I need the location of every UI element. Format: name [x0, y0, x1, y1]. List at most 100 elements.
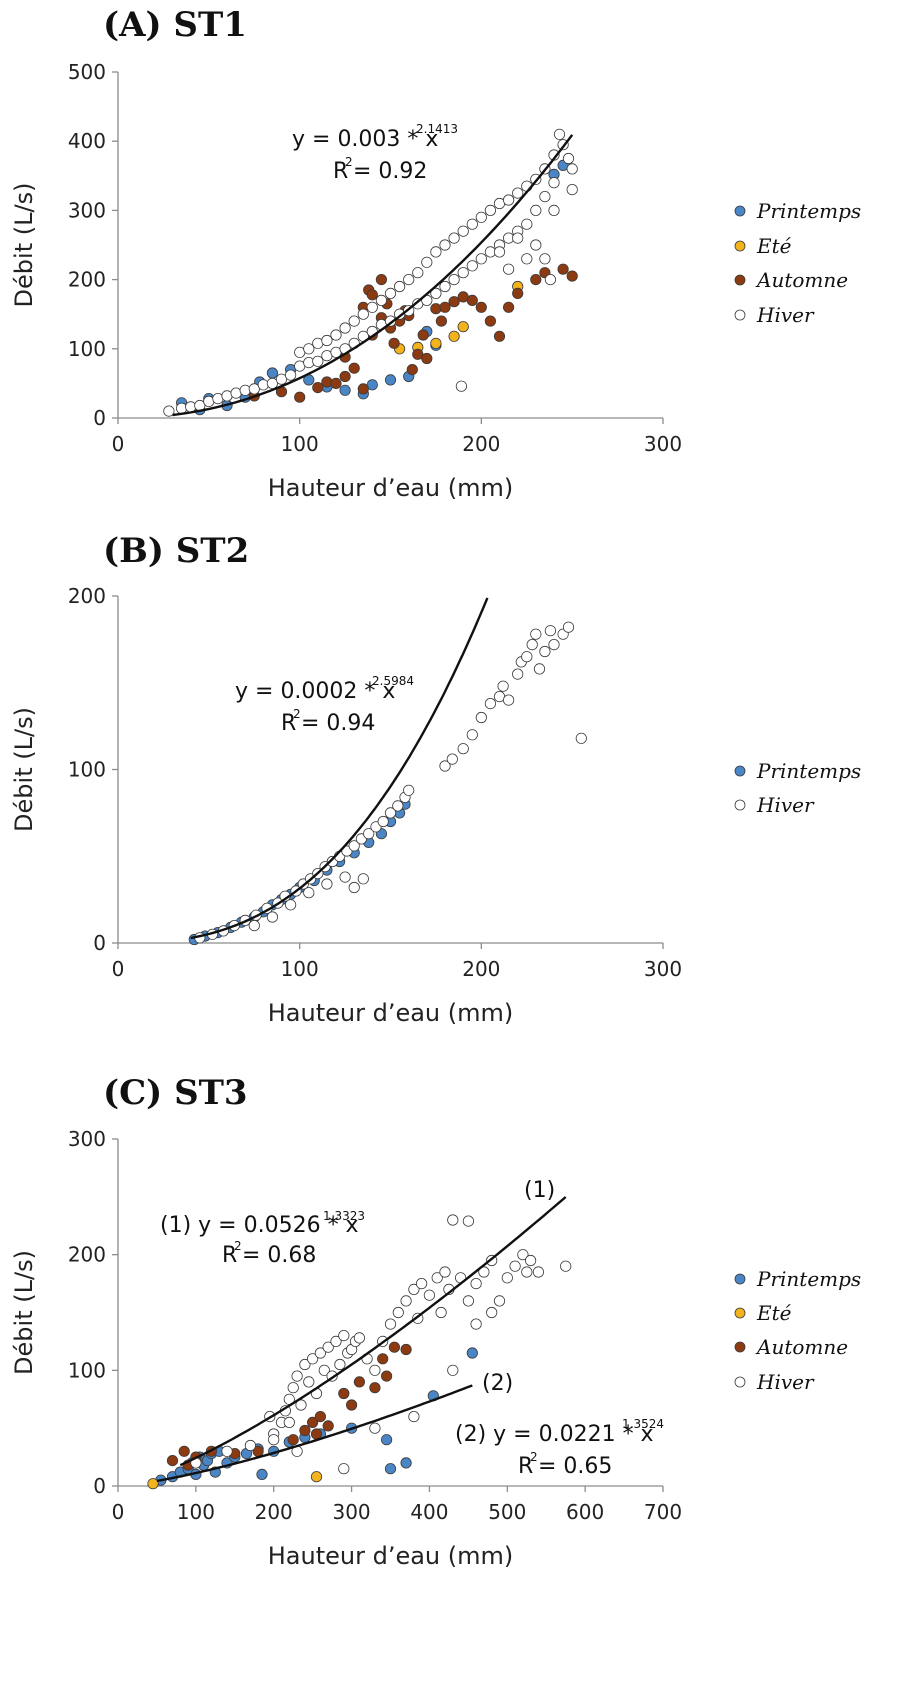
- fit-curve-1: [172, 134, 574, 417]
- data-point-hiver: [384, 1318, 397, 1330]
- data-point-hiver: [502, 694, 515, 706]
- data-point-printemps: [466, 1347, 478, 1359]
- data-point-hiver: [239, 384, 251, 396]
- data-point-hiver: [403, 273, 415, 286]
- legend-marker-ete: [734, 240, 746, 252]
- data-point-hiver: [478, 1266, 490, 1278]
- data-point-hiver: [366, 301, 378, 313]
- fit-curve-2: [156, 1384, 473, 1483]
- data-point-automne: [345, 1399, 358, 1411]
- fit-exponent: 1.3524: [622, 1417, 664, 1431]
- data-point-automne: [306, 1416, 319, 1429]
- data-point-automne: [353, 1376, 365, 1388]
- data-point-hiver: [521, 218, 533, 230]
- data-point-automne: [388, 337, 400, 349]
- data-point-hiver: [447, 1364, 459, 1376]
- r-squared-sup: 2: [345, 155, 353, 169]
- data-point-hiver: [439, 760, 451, 772]
- data-point-hiver: [512, 668, 524, 680]
- y-tick-label: 400: [68, 129, 106, 153]
- data-point-hiver: [185, 401, 197, 413]
- data-point-hiver: [539, 191, 551, 203]
- y-tick-label: 0: [93, 1474, 106, 1498]
- r-squared-sup: 2: [234, 1239, 242, 1253]
- data-point-printemps: [380, 1434, 393, 1446]
- legend-label-hiver: Hiver: [756, 793, 815, 817]
- data-point-hiver: [266, 377, 278, 389]
- data-point-hiver: [303, 1376, 315, 1388]
- data-point-hiver: [530, 239, 542, 251]
- data-point-hiver: [357, 308, 369, 320]
- legend-marker-hiver: [734, 799, 746, 811]
- data-point-hiver: [457, 743, 469, 755]
- y-axis-title: Débit (L/s): [10, 183, 38, 308]
- data-point-ete: [457, 321, 469, 333]
- x-tick-label: 700: [644, 1500, 682, 1524]
- data-point-hiver: [412, 267, 424, 279]
- data-point-hiver: [566, 163, 578, 175]
- data-point-hiver: [339, 871, 351, 883]
- data-point-hiver: [299, 1358, 311, 1371]
- data-point-hiver: [268, 1434, 280, 1446]
- data-point-ete: [147, 1478, 159, 1490]
- data-point-hiver: [384, 287, 397, 299]
- r-squared-value: = 0.92: [353, 159, 427, 184]
- panel-title: (B) ST2: [103, 531, 249, 571]
- data-point-hiver: [321, 334, 333, 347]
- data-point-hiver: [439, 1266, 451, 1278]
- x-tick-label: 200: [462, 957, 500, 981]
- data-point-hiver: [306, 1353, 319, 1365]
- legend-marker-printemps: [734, 1273, 746, 1285]
- data-point-hiver: [462, 1215, 474, 1227]
- data-point-automne: [178, 1445, 190, 1457]
- data-point-hiver: [439, 280, 451, 293]
- fit-exponent: 1.3323: [323, 1209, 365, 1223]
- curve-label: (1): [524, 1178, 555, 1203]
- panel-title: (C) ST3: [103, 1073, 248, 1113]
- data-point-hiver: [548, 638, 560, 651]
- legend-marker-hiver: [734, 309, 746, 321]
- x-tick-label: 500: [488, 1500, 526, 1524]
- data-point-automne: [314, 1411, 326, 1423]
- data-point-hiver: [521, 253, 533, 265]
- legend-label-hiver: Hiver: [756, 303, 815, 327]
- data-point-hiver: [502, 194, 515, 206]
- data-point-hiver: [430, 246, 442, 258]
- data-point-hiver: [163, 405, 175, 417]
- data-point-hiver: [470, 1278, 482, 1290]
- data-point-hiver: [457, 267, 469, 279]
- x-tick-label: 0: [112, 1500, 125, 1524]
- data-point-hiver: [502, 263, 515, 275]
- data-point-automne: [287, 1434, 299, 1446]
- data-point-hiver: [318, 1364, 330, 1376]
- data-point-printemps: [400, 1457, 412, 1469]
- data-point-hiver: [430, 287, 442, 299]
- y-tick-label: 300: [68, 1127, 106, 1151]
- legend-label-hiver: Hiver: [756, 1370, 815, 1394]
- data-point-hiver: [493, 1295, 506, 1307]
- data-point-automne: [484, 315, 496, 327]
- data-point-automne: [369, 1382, 381, 1394]
- data-point-hiver: [338, 1463, 350, 1475]
- r-squared-base: R: [333, 159, 348, 184]
- data-point-hiver: [431, 1272, 443, 1284]
- x-tick-label: 100: [177, 1500, 215, 1524]
- data-point-hiver: [457, 225, 469, 237]
- data-point-hiver: [353, 1332, 365, 1344]
- data-point-printemps: [256, 1468, 268, 1481]
- y-tick-label: 200: [68, 584, 106, 608]
- data-point-automne: [312, 381, 324, 394]
- data-point-hiver: [439, 239, 451, 251]
- data-point-hiver: [484, 204, 496, 216]
- data-point-hiver: [334, 1358, 346, 1371]
- data-point-hiver: [248, 919, 260, 932]
- data-point-hiver: [484, 697, 496, 710]
- data-point-hiver: [475, 711, 487, 724]
- data-point-hiver: [275, 373, 288, 385]
- data-point-hiver: [548, 204, 560, 216]
- fit-equation: (2) y = 0.0221 * x: [455, 1422, 654, 1447]
- r-squared-value: = 0.65: [538, 1454, 612, 1479]
- data-point-hiver: [408, 1283, 420, 1296]
- data-point-hiver: [462, 1295, 474, 1307]
- x-tick-label: 200: [462, 432, 500, 456]
